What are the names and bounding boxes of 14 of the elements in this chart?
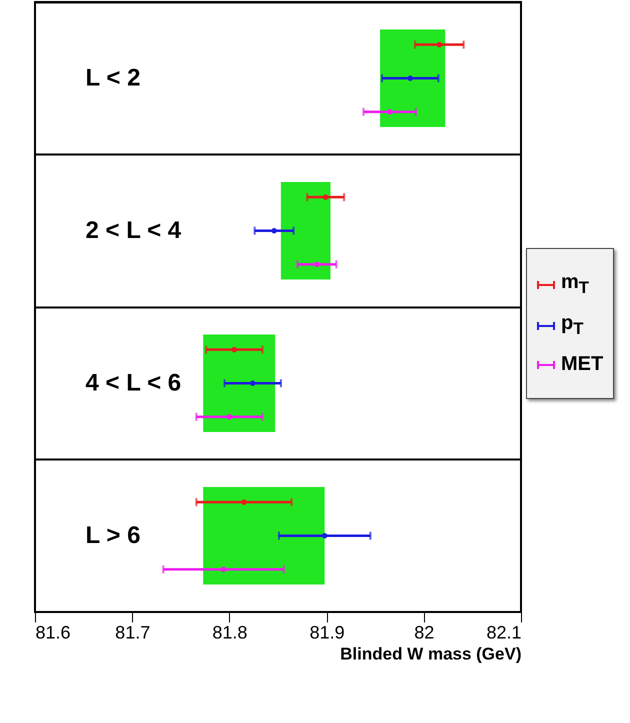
x-tick-label: 81.6 (36, 622, 71, 642)
y-tick-label: L < 2 (86, 64, 140, 92)
legend-label: p$_{T}$ (561, 312, 584, 339)
legend-label: MET (561, 353, 604, 376)
x-tick-label: 81.9 (310, 622, 345, 642)
x-axis-title: Blinded W mass (GeV) (340, 644, 522, 664)
y-tick-label: L > 6 (86, 522, 140, 549)
x-tick-label: 82 (414, 622, 434, 642)
x-tick-label: 82.1 (486, 622, 522, 642)
x-tick-label: 81.7 (115, 622, 150, 642)
y-tick-label: 4 < L < 6 (86, 369, 182, 396)
legend-label: m$_{T}$ (561, 271, 589, 298)
x-tick-label: 81.8 (212, 622, 248, 642)
y-tick-label: 2 < L < 4 (86, 216, 182, 244)
